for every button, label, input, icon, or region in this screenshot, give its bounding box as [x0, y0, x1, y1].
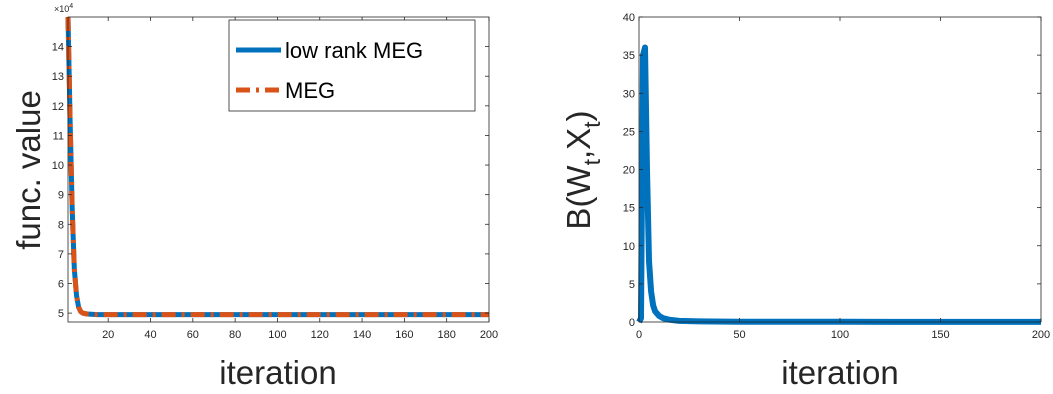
func-value-y-tick-label: 6 — [58, 279, 64, 291]
func-value-plot: 20 40 60 80 100 120 140 160 180 200 5 6 7 8 9 10 11 12 13… — [10, 3, 498, 391]
legend-label-low-rank-meg: low rank MEG — [285, 38, 423, 63]
func-value-x-tick-label: 180 — [438, 329, 456, 341]
bregman-y-tick-label: 20 — [623, 165, 635, 177]
func-value-x-tick-label: 120 — [311, 329, 329, 341]
func-value-y-tick-label: 14 — [52, 42, 64, 54]
bregman-series-line-0 — [636, 44, 1041, 325]
func-value-y-tick-label: 7 — [58, 249, 64, 261]
func-value-x-tick-label: 60 — [187, 329, 199, 341]
func-value-y-tick-label: 11 — [53, 130, 64, 142]
func-value-y-tick-label: 9 — [58, 190, 64, 202]
bregman-y-tick-label: 35 — [623, 50, 635, 62]
bregman-x-tick-label: 0 — [636, 329, 642, 341]
bregman-x-tick-label: 50 — [733, 329, 745, 341]
func-value-y-tick-label: 8 — [58, 219, 64, 231]
bregman-x-ticks: 0 50 100 150 200 — [636, 17, 1050, 341]
func-value-x-tick-label: 40 — [144, 329, 156, 341]
func-value-x-ticks: 20 40 60 80 100 120 140 160 180 200 — [102, 17, 498, 341]
bregman-y-ticks: 0 5 10 15 20 25 30 35 40 — [623, 12, 1041, 329]
func-value-x-axis-label: iteration — [219, 354, 336, 391]
y-exponent-label: ×104 — [54, 3, 73, 14]
func-value-series-layer — [65, 16, 489, 318]
func-value-y-tick-label: 10 — [52, 160, 64, 172]
bregman-x-tick-label: 200 — [1032, 329, 1050, 341]
bregman-y-tick-label: 40 — [623, 12, 635, 24]
legend-label-meg: MEG — [285, 78, 335, 103]
func-value-y-ticks: 5 6 7 8 9 10 11 12 13 14 — [52, 42, 489, 320]
func-value-x-tick-label: 200 — [480, 329, 498, 341]
bregman-series-layer — [636, 44, 1041, 325]
func-value-x-tick-label: 80 — [229, 329, 241, 341]
legend: low rank MEG MEG — [228, 19, 476, 112]
func-value-x-tick-label: 100 — [268, 329, 286, 341]
bregman-x-tick-label: 100 — [831, 329, 849, 341]
func-value-y-tick-label: 12 — [52, 101, 64, 113]
func-value-y-tick-label: 5 — [58, 308, 64, 320]
func-value-x-tick-label: 140 — [353, 329, 371, 341]
bregman-y-axis-label: B(Wt,Xt) — [560, 110, 605, 229]
func-value-series-line-meg — [65, 16, 489, 318]
legend-box — [228, 19, 476, 112]
func-value-x-tick-label: 20 — [102, 329, 114, 341]
bregman-y-tick-label: 10 — [623, 241, 635, 253]
func-value-plot-frame — [67, 16, 490, 323]
bregman-y-tick-label: 25 — [623, 126, 635, 138]
bregman-y-tick-label: 15 — [623, 203, 635, 215]
bregman-x-tick-label: 150 — [931, 329, 949, 341]
bregman-y-tick-label: 5 — [629, 279, 635, 291]
func-value-y-tick-label: 13 — [52, 71, 64, 83]
func-value-x-tick-label: 160 — [395, 329, 413, 341]
bregman-y-tick-label: 0 — [629, 317, 635, 329]
bregman-x-axis-label: iteration — [781, 354, 898, 391]
bregman-y-tick-label: 30 — [623, 88, 635, 100]
bregman-plot-frame — [638, 16, 1042, 323]
func-value-y-axis-label: func. value — [10, 90, 47, 250]
